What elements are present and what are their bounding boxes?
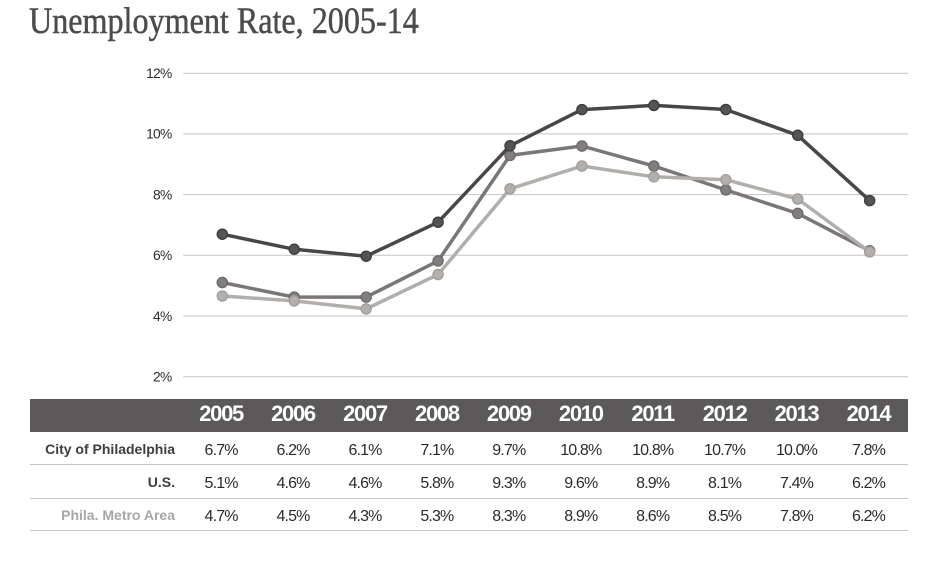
- svg-text:4%: 4%: [153, 309, 172, 324]
- svg-text:6%: 6%: [153, 248, 172, 263]
- svg-text:8%: 8%: [153, 187, 172, 202]
- svg-text:10%: 10%: [146, 127, 172, 142]
- svg-text:2%: 2%: [153, 370, 172, 385]
- svg-text:12%: 12%: [146, 66, 172, 81]
